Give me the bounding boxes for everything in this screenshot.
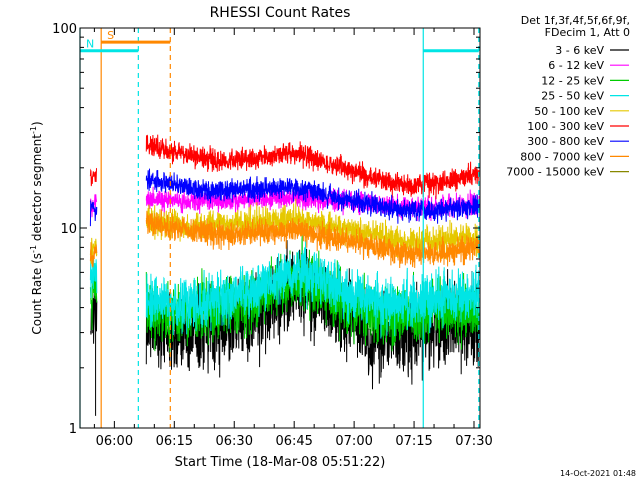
legend-header: FDecim 1, Att 0 bbox=[545, 26, 630, 39]
y-axis-label-tail: detector segment bbox=[30, 134, 44, 245]
legend-entry-label: 800 - 7000 keV bbox=[520, 150, 604, 163]
legend-entry-label: 7000 - 15000 keV bbox=[506, 166, 604, 179]
legend-entry-label: 50 - 100 keV bbox=[534, 105, 604, 118]
x-tick-label: 06:45 bbox=[275, 434, 312, 449]
x-tick-label: 06:30 bbox=[216, 434, 253, 449]
x-tick-label: 07:30 bbox=[455, 434, 492, 449]
y-axis-label-sup1: -1 bbox=[29, 245, 38, 253]
attenuator-state-label: N bbox=[86, 38, 94, 51]
y-axis-ticks: 1 10 100 bbox=[52, 22, 480, 437]
y-axis-label-sup2: -1 bbox=[29, 126, 38, 134]
y-axis-label: Count Rate (s-1 detector segment-1) bbox=[29, 121, 44, 334]
x-tick-label: 07:15 bbox=[395, 434, 432, 449]
chart-title: RHESSI Count Rates bbox=[210, 5, 351, 21]
series-early-segment bbox=[89, 200, 98, 227]
legend-entry-label: 3 - 6 keV bbox=[555, 44, 604, 57]
legend-entry-label: 25 - 50 keV bbox=[541, 90, 604, 103]
y-tick-label: 10 bbox=[60, 222, 77, 237]
x-tick-label: 06:00 bbox=[96, 434, 133, 449]
y-axis-label-close: ) bbox=[30, 121, 44, 126]
timestamp: 14-Oct-2021 01:48 bbox=[560, 469, 636, 478]
x-axis-ticks: 06:00 06:15 06:30 06:45 07:00 07:15 07:30 bbox=[93, 28, 493, 449]
series-early-segment bbox=[89, 242, 98, 268]
legend-entry-label: 6 - 12 keV bbox=[548, 59, 604, 72]
legend-entry-label: 300 - 800 keV bbox=[527, 135, 604, 148]
attenuator-state-label: S bbox=[107, 29, 114, 42]
y-tick-label: 1 bbox=[69, 422, 77, 437]
y-axis-label-main: Count Rate (s bbox=[30, 253, 44, 335]
legend-header: Det 1f,3f,4f,5f,6f,9f, bbox=[521, 14, 630, 27]
x-tick-label: 07:00 bbox=[335, 434, 372, 449]
x-tick-label: 06:15 bbox=[156, 434, 193, 449]
legend-entry-label: 12 - 25 keV bbox=[541, 74, 604, 87]
legend: Det 1f,3f,4f,5f,6f,9f,FDecim 1, Att 0 3 -… bbox=[506, 14, 630, 179]
y-tick-label: 100 bbox=[52, 22, 77, 37]
legend-entry-label: 100 - 300 keV bbox=[527, 120, 604, 133]
series-early-segment bbox=[89, 167, 97, 187]
x-axis-label: Start Time (18-Mar-08 05:51:22) bbox=[175, 455, 386, 470]
